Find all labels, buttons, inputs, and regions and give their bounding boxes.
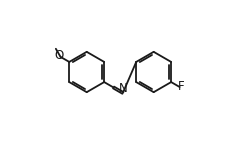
- Text: O: O: [54, 49, 63, 62]
- Text: N: N: [119, 82, 128, 95]
- Text: F: F: [178, 80, 185, 93]
